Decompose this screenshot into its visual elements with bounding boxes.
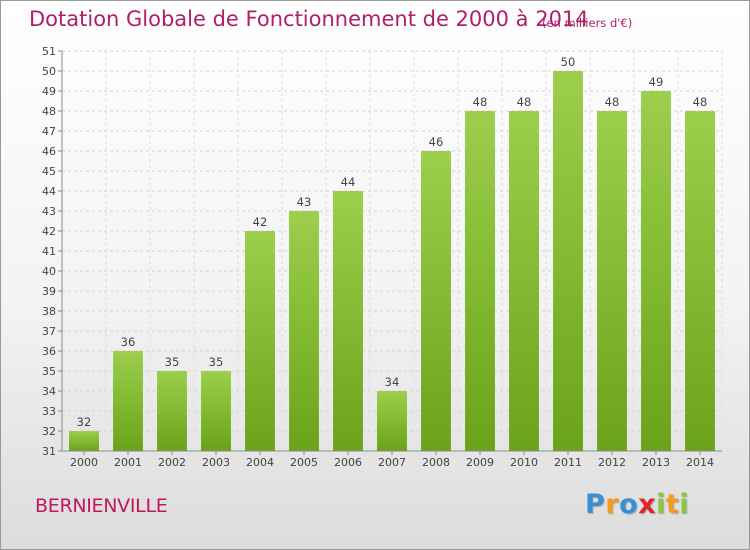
bar-2007 xyxy=(377,391,407,451)
commune-name: BERNIENVILLE xyxy=(35,495,168,517)
bar-value-label: 42 xyxy=(253,215,268,229)
y-tick-label: 32 xyxy=(42,425,56,438)
logo-letter: i xyxy=(656,489,666,520)
chart-title: Dotation Globale de Fonctionnement de 20… xyxy=(29,7,589,31)
axes: 31 32 33 34 35 36 37 38 39 40 41 42 43 44 45 46 47 48 49 50… xyxy=(42,45,722,469)
logo-letter: x xyxy=(638,489,657,520)
bar-2012 xyxy=(597,111,627,451)
bar-value-label: 48 xyxy=(517,95,532,109)
bar-value-label: 44 xyxy=(341,175,356,189)
y-tick-label: 34 xyxy=(42,385,56,398)
logo-letter: P xyxy=(585,489,606,520)
y-tick-label: 40 xyxy=(42,265,56,278)
logo-letter: i xyxy=(679,489,690,520)
bar-2010 xyxy=(509,111,539,451)
bar-value-label: 48 xyxy=(693,95,708,109)
x-tick-label: 2007 xyxy=(378,456,406,469)
y-tick-label: 50 xyxy=(42,65,56,78)
x-tick-label: 2006 xyxy=(334,456,362,469)
bar-value-label: 46 xyxy=(429,135,444,149)
x-tick-label: 2000 xyxy=(70,456,98,469)
bar-2000 xyxy=(69,431,99,451)
bar-2002 xyxy=(157,371,187,451)
bar-value-label: 43 xyxy=(297,195,312,209)
x-tick-label: 2011 xyxy=(554,456,582,469)
x-tick-label: 2005 xyxy=(290,456,318,469)
bar-value-label: 49 xyxy=(649,75,664,89)
logo-letter: r xyxy=(605,489,620,520)
y-tick-label: 31 xyxy=(42,445,56,458)
x-tick-label: 2010 xyxy=(510,456,538,469)
bar-value-label: 34 xyxy=(385,375,400,389)
x-tick-label: 2008 xyxy=(422,456,450,469)
x-tick-label: 2001 xyxy=(114,456,142,469)
logo-letter: o xyxy=(619,489,639,520)
bar-value-label: 48 xyxy=(473,95,488,109)
bar-value-label: 35 xyxy=(209,355,224,369)
bar-2005 xyxy=(289,211,319,451)
y-tick-label: 42 xyxy=(42,225,56,238)
x-tick-label: 2013 xyxy=(642,456,670,469)
chart-subtitle: (en milliers d'€) xyxy=(542,16,633,30)
bar-value-label: 35 xyxy=(165,355,180,369)
y-tick-label: 46 xyxy=(42,145,56,158)
bar-value-label: 32 xyxy=(77,415,92,429)
x-tick-label: 2009 xyxy=(466,456,494,469)
bar-2008 xyxy=(421,151,451,451)
y-tick-label: 44 xyxy=(42,185,56,198)
x-tick-label: 2004 xyxy=(246,456,274,469)
y-tick-label: 49 xyxy=(42,85,56,98)
y-tick-label: 36 xyxy=(42,345,56,358)
y-tick-label: 47 xyxy=(42,125,56,138)
bar-value-label: 36 xyxy=(121,335,136,349)
logo-letter: t xyxy=(665,489,680,520)
bar-2011 xyxy=(553,71,583,451)
y-tick-label: 48 xyxy=(42,105,56,118)
y-tick-label: 41 xyxy=(42,245,56,258)
y-tick-label: 43 xyxy=(42,205,56,218)
x-tick-label: 2012 xyxy=(598,456,626,469)
bar-2014 xyxy=(685,111,715,451)
bar-2006 xyxy=(333,191,363,451)
y-tick-label: 35 xyxy=(42,365,56,378)
bar-value-label: 50 xyxy=(561,55,576,69)
x-tick-label: 2002 xyxy=(158,456,186,469)
y-tick-label: 39 xyxy=(42,285,56,298)
y-tick-label: 33 xyxy=(42,405,56,418)
y-tick-label: 38 xyxy=(42,305,56,318)
x-tick-label: 2014 xyxy=(686,456,714,469)
bar-2004 xyxy=(245,231,275,451)
y-tick-label: 45 xyxy=(42,165,56,178)
bars: 32 36 35 35 42 43 44 34 46 48 48 50 48 49 48 xyxy=(69,55,715,451)
proxiti-logo: Proxiti xyxy=(585,489,689,520)
y-tick-label: 37 xyxy=(42,325,56,338)
bar-2009 xyxy=(465,111,495,451)
y-tick-label: 51 xyxy=(42,45,56,58)
bar-2003 xyxy=(201,371,231,451)
bar-2001 xyxy=(113,351,143,451)
bar-2013 xyxy=(641,91,671,451)
x-tick-label: 2003 xyxy=(202,456,230,469)
bar-value-label: 48 xyxy=(605,95,620,109)
